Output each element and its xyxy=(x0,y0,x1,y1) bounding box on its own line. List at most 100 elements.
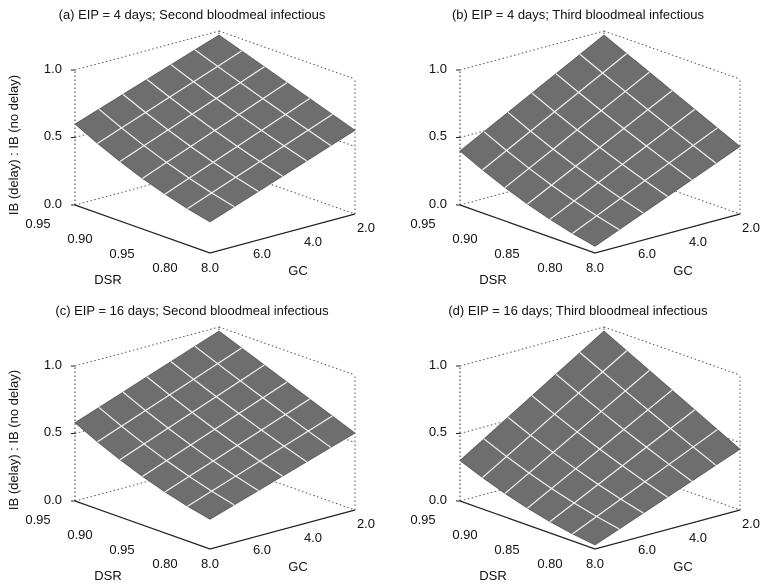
dsr-tick-label: 0.80 xyxy=(152,260,177,275)
dsr-tick-label: 0.90 xyxy=(67,231,92,246)
gc-axis-label: GC xyxy=(288,559,308,574)
dsr-tick-label: 0.90 xyxy=(452,527,477,542)
z-tick-label: 0.5 xyxy=(429,424,447,439)
panel-title: (b) EIP = 4 days; Third bloodmeal infect… xyxy=(452,7,705,22)
dsr-axis-label: DSR xyxy=(94,272,121,287)
box-edge xyxy=(603,326,741,376)
box-edge xyxy=(459,326,605,367)
gc-tick-label: 8.0 xyxy=(201,556,219,571)
dsr-tick-label: 0.95 xyxy=(25,216,50,231)
gc-tick-label: 2.0 xyxy=(742,220,760,235)
dsr-tick-label: 0.85 xyxy=(494,246,519,261)
dsr-tick-label: 0.95 xyxy=(109,542,134,557)
z-tick-label: 0.0 xyxy=(429,196,447,211)
dsr-tick-label: 0.80 xyxy=(537,260,562,275)
box-edge xyxy=(74,30,220,71)
gc-tick-label: 8.0 xyxy=(586,260,604,275)
mesh-line xyxy=(122,391,259,492)
mesh-line xyxy=(170,361,308,463)
gc-tick-label: 4.0 xyxy=(304,234,322,249)
gc-tick-label: 4.0 xyxy=(689,530,707,545)
z-tick-label: 1.0 xyxy=(429,357,447,372)
panel-b: (b) EIP = 4 days; Third bloodmeal infect… xyxy=(410,7,760,287)
surface xyxy=(74,330,356,520)
mesh-line xyxy=(507,416,644,514)
z-tick-label: 0.0 xyxy=(44,196,62,211)
surface xyxy=(74,34,356,223)
mesh-line xyxy=(194,345,332,448)
panel-title: (d) EIP = 16 days; Third bloodmeal infec… xyxy=(448,303,708,318)
dsr-tick-label: 0.90 xyxy=(67,527,92,542)
surface xyxy=(459,34,741,247)
gc-tick-label: 6.0 xyxy=(253,246,271,261)
gc-axis xyxy=(594,213,741,254)
dsr-axis-label: DSR xyxy=(479,272,506,287)
mesh-line xyxy=(579,352,717,466)
mesh-line xyxy=(98,406,235,506)
box-edge xyxy=(218,326,356,376)
dsr-axis xyxy=(459,204,596,254)
gc-tick-label: 8.0 xyxy=(201,260,219,275)
panel-title: (c) EIP = 16 days; Second bloodmeal infe… xyxy=(55,303,329,318)
dsr-axis xyxy=(459,500,596,550)
dsr-axis-label: DSR xyxy=(94,568,121,583)
gc-axis xyxy=(209,509,356,550)
dsr-tick-label: 0.80 xyxy=(152,556,177,571)
panel-d: (d) EIP = 16 days; Third bloodmeal infec… xyxy=(410,303,760,583)
dsr-axis xyxy=(74,204,211,254)
z-tick-label: 1.0 xyxy=(429,61,447,76)
box-edge xyxy=(218,30,356,80)
mesh-line xyxy=(483,438,620,530)
z-tick-label: 0.5 xyxy=(429,128,447,143)
dsr-axis xyxy=(74,500,211,550)
mesh-line xyxy=(531,395,668,498)
dsr-tick-label: 0.80 xyxy=(537,556,562,571)
gc-tick-label: 4.0 xyxy=(689,234,707,249)
surface xyxy=(459,330,741,546)
dsr-tick-label: 0.95 xyxy=(109,246,134,261)
dsr-axis-label: DSR xyxy=(479,568,506,583)
box-edge xyxy=(459,30,605,71)
z-axis-label: IB (delay) : IB (no delay) xyxy=(6,370,21,510)
dsr-tick-label: 0.95 xyxy=(25,512,50,527)
gc-axis-label: GC xyxy=(288,263,308,278)
mesh-line xyxy=(122,93,259,192)
dsr-tick-label: 0.95 xyxy=(410,216,435,231)
gc-tick-label: 2.0 xyxy=(357,516,375,531)
gc-axis-label: GC xyxy=(673,263,693,278)
z-tick-label: 0.5 xyxy=(44,424,62,439)
z-tick-label: 1.0 xyxy=(44,61,62,76)
box-edge xyxy=(603,30,741,80)
gc-tick-label: 4.0 xyxy=(304,530,322,545)
gc-axis xyxy=(594,509,741,550)
mesh-line xyxy=(507,111,644,214)
mesh-line xyxy=(531,92,668,197)
dsr-tick-label: 0.90 xyxy=(452,231,477,246)
dsr-tick-label: 0.85 xyxy=(494,542,519,557)
gc-tick-label: 2.0 xyxy=(357,220,375,235)
mesh-line xyxy=(98,108,235,208)
z-tick-label: 0.0 xyxy=(44,492,62,507)
z-axis-label: IB (delay) : IB (no delay) xyxy=(6,75,21,215)
mesh-line xyxy=(555,373,693,482)
mesh-line xyxy=(170,64,307,162)
z-tick-label: 0.5 xyxy=(44,128,62,143)
mesh-line xyxy=(146,79,283,177)
gc-tick-label: 8.0 xyxy=(586,556,604,571)
dsr-tick-label: 0.95 xyxy=(410,512,435,527)
gc-axis-label: GC xyxy=(673,559,693,574)
panel-title: (a) EIP = 4 days; Second bloodmeal infec… xyxy=(59,7,326,22)
gc-tick-label: 6.0 xyxy=(253,542,271,557)
box-edge xyxy=(74,326,220,367)
gc-tick-label: 6.0 xyxy=(638,542,656,557)
gc-tick-label: 2.0 xyxy=(742,516,760,531)
panel-c: (c) EIP = 16 days; Second bloodmeal infe… xyxy=(25,303,375,583)
gc-tick-label: 6.0 xyxy=(638,246,656,261)
z-tick-label: 0.0 xyxy=(429,492,447,507)
mesh-line xyxy=(555,73,693,181)
panel-a: (a) EIP = 4 days; Second bloodmeal infec… xyxy=(25,7,375,287)
gc-axis xyxy=(209,213,356,254)
mesh-line xyxy=(483,131,620,231)
z-tick-label: 1.0 xyxy=(44,357,62,372)
